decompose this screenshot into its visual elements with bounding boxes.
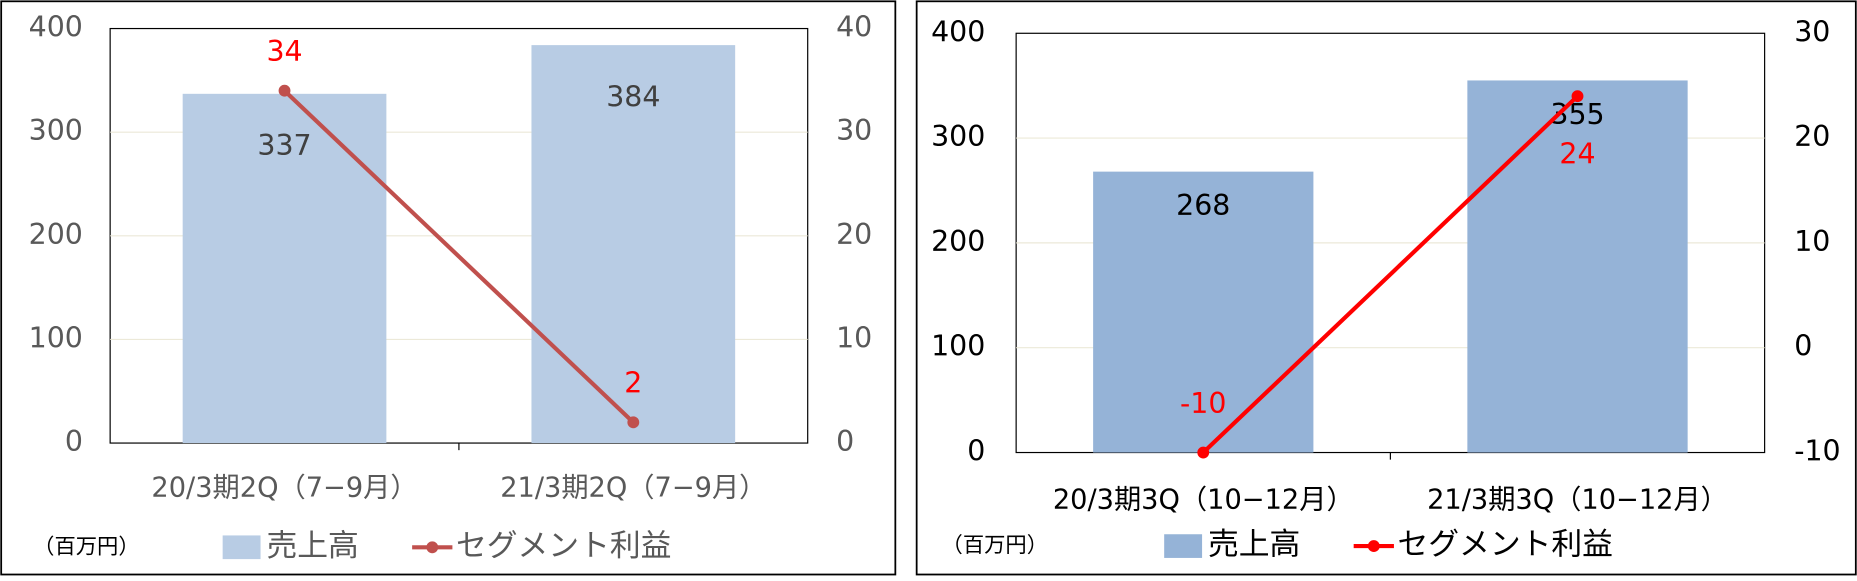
legend-label: 売上高 xyxy=(266,528,358,564)
line-marker xyxy=(1197,446,1210,459)
line xyxy=(1201,94,1579,455)
x-tick-label: 20/3期3Q（10−12月） xyxy=(1053,485,1354,516)
chart-frame xyxy=(915,0,1857,576)
legend-swatch xyxy=(1164,534,1203,558)
line-value-label: 2 xyxy=(624,366,642,399)
y2-tick-label: 20 xyxy=(836,218,872,251)
bar-value-label: 337 xyxy=(257,129,311,162)
line xyxy=(283,89,635,424)
y2-tick-label: 10 xyxy=(1794,225,1830,258)
y-tick-label: 200 xyxy=(29,218,83,251)
line-marker xyxy=(627,416,640,429)
bar xyxy=(1467,80,1688,453)
bar xyxy=(1093,171,1314,453)
y-tick-label: 400 xyxy=(931,15,985,48)
y-tick-label: 100 xyxy=(931,330,985,363)
y-tick-label: 100 xyxy=(29,321,83,354)
y2-tick-label: 20 xyxy=(1794,120,1830,153)
y-tick-label: 300 xyxy=(29,114,83,147)
line-value-label: 34 xyxy=(266,35,302,68)
line-marker xyxy=(278,84,291,97)
line-value-label: 24 xyxy=(1559,137,1595,170)
bar-value-label: 384 xyxy=(606,80,660,113)
legend-label: セグメント利益 xyxy=(456,528,671,564)
y2-tick-label: 0 xyxy=(1794,330,1812,363)
y2-tick-label: 30 xyxy=(836,114,872,147)
bar-value-label: 268 xyxy=(1176,189,1230,222)
bar xyxy=(182,93,387,444)
legend-swatch xyxy=(222,535,261,560)
x-tick-label: 21/3期2Q（7−9月） xyxy=(500,473,766,504)
y2-tick-label: 10 xyxy=(836,321,872,354)
y-tick-label: 400 xyxy=(29,11,83,44)
unit-note: （百万円） xyxy=(942,533,1048,558)
legend-label: セグメント利益 xyxy=(1397,527,1612,563)
y-tick-label: 200 xyxy=(931,225,985,258)
y2-tick-label: -10 xyxy=(1794,435,1840,468)
unit-note: （百万円） xyxy=(33,534,139,559)
y2-tick-label: 40 xyxy=(836,11,872,44)
legend-marker xyxy=(426,541,439,554)
legend-label: 売上高 xyxy=(1208,527,1300,563)
legend-marker xyxy=(1367,540,1380,553)
bar xyxy=(531,45,736,444)
y-tick-label: 0 xyxy=(967,435,985,468)
line-marker xyxy=(1571,90,1584,103)
x-tick-label: 20/3期2Q（7−9月） xyxy=(151,473,417,504)
line-value-label: -10 xyxy=(1180,387,1226,420)
y-tick-label: 300 xyxy=(931,120,985,153)
chart-frame xyxy=(0,0,897,576)
y2-tick-label: 30 xyxy=(1794,15,1830,48)
x-tick-label: 21/3期3Q（10−12月） xyxy=(1427,485,1728,516)
y2-tick-label: 0 xyxy=(836,425,854,458)
y-tick-label: 0 xyxy=(65,425,83,458)
